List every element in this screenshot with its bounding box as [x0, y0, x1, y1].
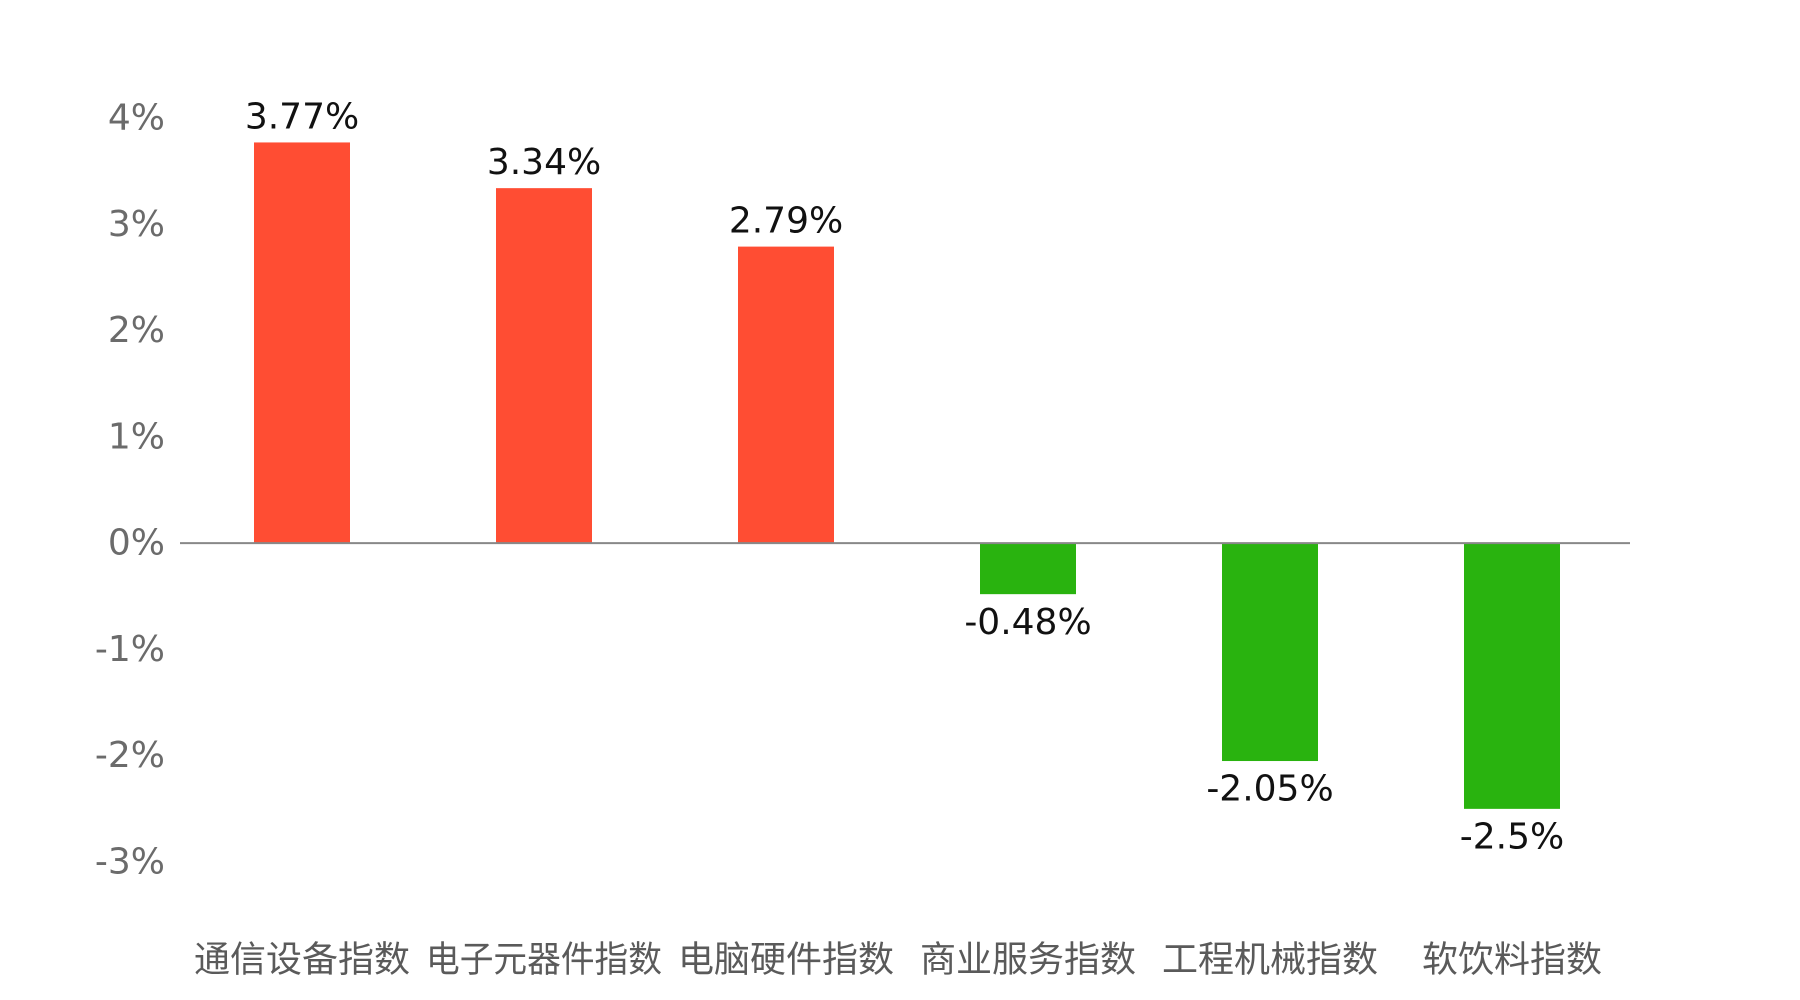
data-label: 3.34% [487, 142, 601, 183]
y-axis: 4% 3% 2% 1% 0% -1% -2% -3% [95, 98, 165, 883]
y-tick-label: 1% [108, 416, 165, 457]
x-tick-label: 商业服务指数 [920, 940, 1136, 981]
y-tick-label: -3% [95, 842, 165, 883]
x-tick-label: 电子元器件指数 [426, 940, 662, 981]
data-labels: 3.77% 3.34% 2.79% -0.48% -2.05% -2.5% [245, 96, 1564, 857]
y-tick-label: 2% [108, 310, 165, 351]
x-axis: 通信设备指数 电子元器件指数 电脑硬件指数 商业服务指数 工程机械指数 软饮料指数 [194, 940, 1602, 981]
data-label: 2.79% [729, 201, 843, 242]
bar [254, 142, 350, 544]
bars [254, 142, 1560, 809]
bar [980, 543, 1076, 595]
y-tick-label: 3% [108, 204, 165, 245]
x-tick-label: 软饮料指数 [1422, 940, 1602, 981]
data-label: -2.5% [1460, 816, 1564, 857]
x-tick-label: 工程机械指数 [1162, 940, 1378, 981]
bar [1222, 543, 1318, 762]
y-tick-label: -1% [95, 629, 165, 670]
data-label: 3.77% [245, 96, 359, 137]
y-tick-label: -2% [95, 735, 165, 776]
x-tick-label: 通信设备指数 [194, 940, 410, 981]
x-tick-label: 电脑硬件指数 [678, 940, 894, 981]
bar [496, 188, 592, 544]
data-label: -2.05% [1206, 769, 1333, 810]
bar [1464, 543, 1560, 809]
y-tick-label: 4% [108, 98, 165, 139]
y-tick-label: 0% [108, 523, 165, 564]
data-label: -0.48% [964, 602, 1091, 643]
bar [738, 246, 834, 544]
